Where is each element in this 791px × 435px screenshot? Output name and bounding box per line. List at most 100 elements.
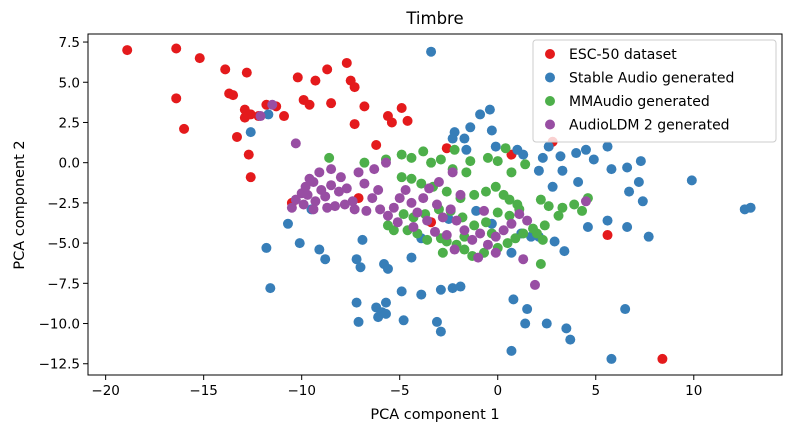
point-series-3-31 <box>418 193 429 204</box>
point-series-1-42 <box>455 281 466 292</box>
point-series-3-12 <box>326 180 337 191</box>
legend: ESC-50 dataset Stable Audio generated MMAu… <box>532 39 777 143</box>
point-series-2-0 <box>324 152 335 163</box>
y-tick-label: 5.0 <box>59 75 80 91</box>
point-series-3-52 <box>408 222 419 233</box>
point-series-3-2 <box>290 138 301 149</box>
points-layer <box>122 43 756 364</box>
point-series-1-82 <box>245 127 256 138</box>
point-series-3-48 <box>580 196 591 207</box>
point-series-0-14 <box>245 172 256 183</box>
point-series-3-38 <box>467 234 478 245</box>
point-series-3-66 <box>373 185 384 196</box>
point-series-3-56 <box>490 247 501 258</box>
point-series-2-5 <box>426 157 437 168</box>
point-series-1-60 <box>561 323 572 334</box>
point-series-1-34 <box>602 215 613 226</box>
point-series-3-28 <box>400 185 411 196</box>
point-series-3-55 <box>473 252 484 263</box>
point-series-1-67 <box>294 238 305 249</box>
point-series-2-7 <box>449 144 460 155</box>
point-series-3-35 <box>445 204 456 215</box>
point-series-3-8 <box>310 196 321 207</box>
point-series-0-28 <box>359 101 370 112</box>
y-axis-label: PCA component 2 <box>12 140 28 269</box>
point-series-2-1 <box>359 157 370 168</box>
point-series-1-77 <box>406 252 417 263</box>
point-series-2-66 <box>537 234 548 245</box>
point-series-1-51 <box>398 315 409 326</box>
point-series-1-3 <box>461 144 472 155</box>
point-series-3-57 <box>479 205 490 216</box>
point-series-3-29 <box>406 197 417 208</box>
point-series-2-20 <box>480 186 491 197</box>
point-series-1-45 <box>396 286 407 297</box>
point-series-2-58 <box>492 207 503 218</box>
point-series-3-45 <box>522 215 533 226</box>
point-series-3-0 <box>255 111 266 122</box>
point-series-2-34 <box>528 223 539 234</box>
point-series-1-33 <box>559 246 570 257</box>
point-series-1-73 <box>355 262 366 273</box>
legend-label-2: MMAudio generated <box>569 94 710 110</box>
point-series-3-18 <box>335 172 346 183</box>
point-series-1-17 <box>571 148 582 159</box>
point-series-1-74 <box>357 234 368 245</box>
point-series-0-24 <box>326 98 337 109</box>
chart-title: Timbre <box>405 9 463 28</box>
point-series-3-53 <box>430 226 440 237</box>
point-series-0-39 <box>602 230 613 241</box>
point-series-1-70 <box>320 254 331 265</box>
point-series-2-64 <box>418 146 429 157</box>
point-series-1-19 <box>588 154 599 165</box>
point-series-1-72 <box>351 254 362 265</box>
ticks-layer: −20 −15 −10 −5 0 5 10 −12.5 −10.0 −7.5 −5.0 −2.5 0.0… <box>39 35 703 399</box>
point-series-3-22 <box>359 178 370 189</box>
point-series-2-63 <box>461 167 472 178</box>
point-series-3-6 <box>302 189 313 200</box>
point-series-0-13 <box>243 149 254 160</box>
point-series-3-61 <box>339 199 350 210</box>
point-series-1-62 <box>506 345 517 356</box>
point-series-3-51 <box>369 164 380 175</box>
legend-marker-0 <box>545 49 555 59</box>
point-series-0-5 <box>220 64 231 75</box>
point-series-3-25 <box>382 210 393 221</box>
y-tick-label: −2.5 <box>47 196 80 212</box>
point-series-3-39 <box>475 228 486 239</box>
x-axis-label: PCA component 1 <box>370 407 499 423</box>
point-series-3-41 <box>490 231 501 242</box>
point-series-0-7 <box>228 90 239 101</box>
point-series-1-63 <box>565 334 576 345</box>
point-series-1-31 <box>622 222 633 233</box>
point-series-3-32 <box>424 183 435 194</box>
point-series-3-4 <box>290 194 301 205</box>
x-tick-label: 0 <box>493 383 502 399</box>
point-series-1-14 <box>555 151 566 162</box>
point-series-2-69 <box>437 247 448 258</box>
point-series-1-76 <box>382 263 393 274</box>
point-series-1-66 <box>261 242 272 253</box>
point-series-2-45 <box>422 234 433 245</box>
x-tick-label: −10 <box>287 383 316 399</box>
point-series-0-33 <box>396 102 407 113</box>
point-series-3-33 <box>431 199 442 210</box>
legend-marker-1 <box>545 72 555 83</box>
point-series-1-68 <box>282 218 293 229</box>
point-series-3-36 <box>451 215 462 226</box>
point-series-1-43 <box>435 284 446 295</box>
point-series-1-22 <box>622 162 633 173</box>
point-series-0-21 <box>304 99 315 110</box>
point-series-3-59 <box>433 176 444 187</box>
point-series-2-4 <box>406 152 417 163</box>
point-series-3-47 <box>529 279 540 290</box>
point-series-3-24 <box>375 204 386 215</box>
point-series-1-30 <box>745 202 756 213</box>
point-series-3-49 <box>447 167 458 178</box>
point-series-1-0 <box>426 46 437 57</box>
point-series-3-27 <box>394 193 405 204</box>
point-series-2-11 <box>500 143 511 154</box>
point-series-2-15 <box>416 178 427 189</box>
y-tick-label: 7.5 <box>59 35 80 51</box>
point-series-1-12 <box>537 152 548 163</box>
